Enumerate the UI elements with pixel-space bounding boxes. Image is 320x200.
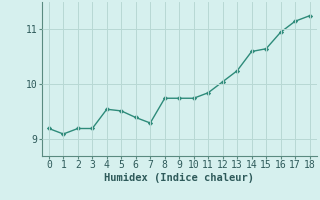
X-axis label: Humidex (Indice chaleur): Humidex (Indice chaleur) (104, 173, 254, 183)
